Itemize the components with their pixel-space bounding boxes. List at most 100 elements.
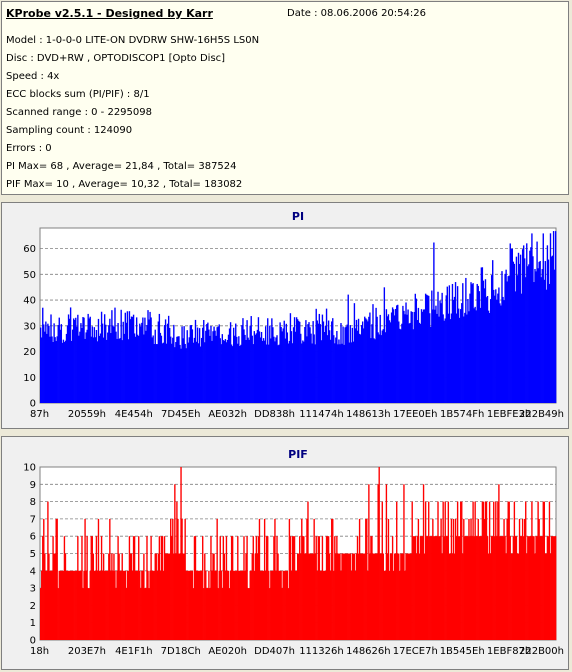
bar	[50, 570, 52, 640]
bar	[440, 518, 442, 640]
x-tick-label: 4E1F1h	[115, 646, 153, 657]
bar	[452, 299, 455, 403]
bar	[416, 536, 419, 640]
bar	[340, 323, 342, 403]
bar	[554, 231, 557, 403]
bar	[185, 570, 187, 640]
bar	[164, 553, 167, 640]
bar	[58, 317, 60, 403]
bar	[165, 553, 168, 640]
bar	[252, 344, 254, 403]
bar	[207, 322, 209, 403]
bar	[305, 320, 307, 403]
bar	[425, 536, 428, 640]
y-tick-label: 0	[30, 399, 36, 410]
bar	[356, 536, 359, 640]
bar	[316, 320, 318, 403]
bar	[408, 323, 410, 403]
bar	[283, 320, 285, 403]
chart-title: PIF	[288, 448, 308, 461]
bar	[70, 570, 73, 640]
bar	[111, 553, 113, 640]
bar	[398, 553, 400, 640]
bar	[326, 536, 329, 640]
bar	[471, 284, 473, 403]
bar	[142, 570, 144, 640]
bar	[85, 570, 87, 640]
bar	[215, 570, 217, 640]
bar	[311, 343, 313, 403]
bar	[411, 501, 413, 640]
bar	[177, 336, 179, 403]
bar	[83, 317, 85, 403]
bar	[100, 536, 103, 640]
bar	[367, 570, 369, 640]
bar	[135, 570, 138, 640]
bar	[339, 553, 341, 640]
bar	[235, 570, 237, 640]
pi-chart: PI 0 10 20 30 40 50 60 87h 20559h 4E454h 7D45Eh AE03…	[23, 210, 564, 420]
bar	[250, 570, 252, 640]
bar	[323, 331, 326, 403]
bar	[282, 328, 284, 403]
bar	[422, 309, 425, 403]
bar	[248, 339, 250, 403]
bar	[41, 570, 43, 640]
bar	[107, 570, 109, 640]
bar	[515, 256, 518, 403]
bar	[85, 332, 87, 403]
bar	[520, 536, 523, 640]
bar	[399, 570, 401, 640]
bar	[131, 570, 134, 640]
bar	[243, 329, 245, 403]
bar	[493, 289, 495, 403]
bar	[54, 337, 56, 403]
bar	[288, 518, 291, 640]
bar	[154, 329, 156, 403]
bar	[366, 518, 368, 640]
bar	[363, 553, 365, 640]
bar	[44, 331, 46, 403]
bar	[245, 553, 247, 640]
bar	[122, 570, 124, 640]
drive-model: Model : 1-0-0-0 LITE-ON DVDRW SHW-16H5S …	[6, 35, 260, 46]
bar	[161, 536, 164, 640]
bar	[204, 342, 206, 403]
bar	[424, 501, 427, 640]
y-tick-label: 0	[30, 636, 36, 647]
chart-title: PI	[292, 210, 304, 223]
bar	[387, 314, 390, 403]
bar	[470, 518, 472, 640]
bar	[410, 311, 412, 403]
bar	[46, 570, 48, 640]
bar	[127, 339, 130, 403]
bar	[472, 283, 474, 403]
bar	[55, 518, 57, 640]
bar	[61, 342, 64, 403]
bar	[53, 323, 55, 403]
bar	[62, 570, 65, 640]
bar	[41, 337, 43, 403]
y-tick-label: 1	[30, 618, 36, 629]
bar	[255, 536, 258, 640]
bar	[132, 314, 135, 403]
bar	[524, 258, 526, 403]
bar	[385, 484, 388, 640]
bar	[211, 340, 213, 403]
bar	[195, 570, 198, 640]
bar	[538, 261, 540, 403]
bar	[418, 553, 421, 640]
bar	[158, 313, 161, 403]
bar	[348, 553, 350, 640]
bar	[171, 536, 173, 640]
bar	[520, 293, 523, 403]
bar	[148, 588, 150, 640]
bar	[530, 536, 532, 640]
bar	[438, 316, 440, 403]
bar	[437, 501, 439, 640]
bar	[69, 570, 72, 640]
bar	[52, 342, 54, 403]
bar	[273, 536, 275, 640]
x-tick-label: 7D18Ch	[161, 646, 201, 657]
bar	[551, 255, 554, 403]
